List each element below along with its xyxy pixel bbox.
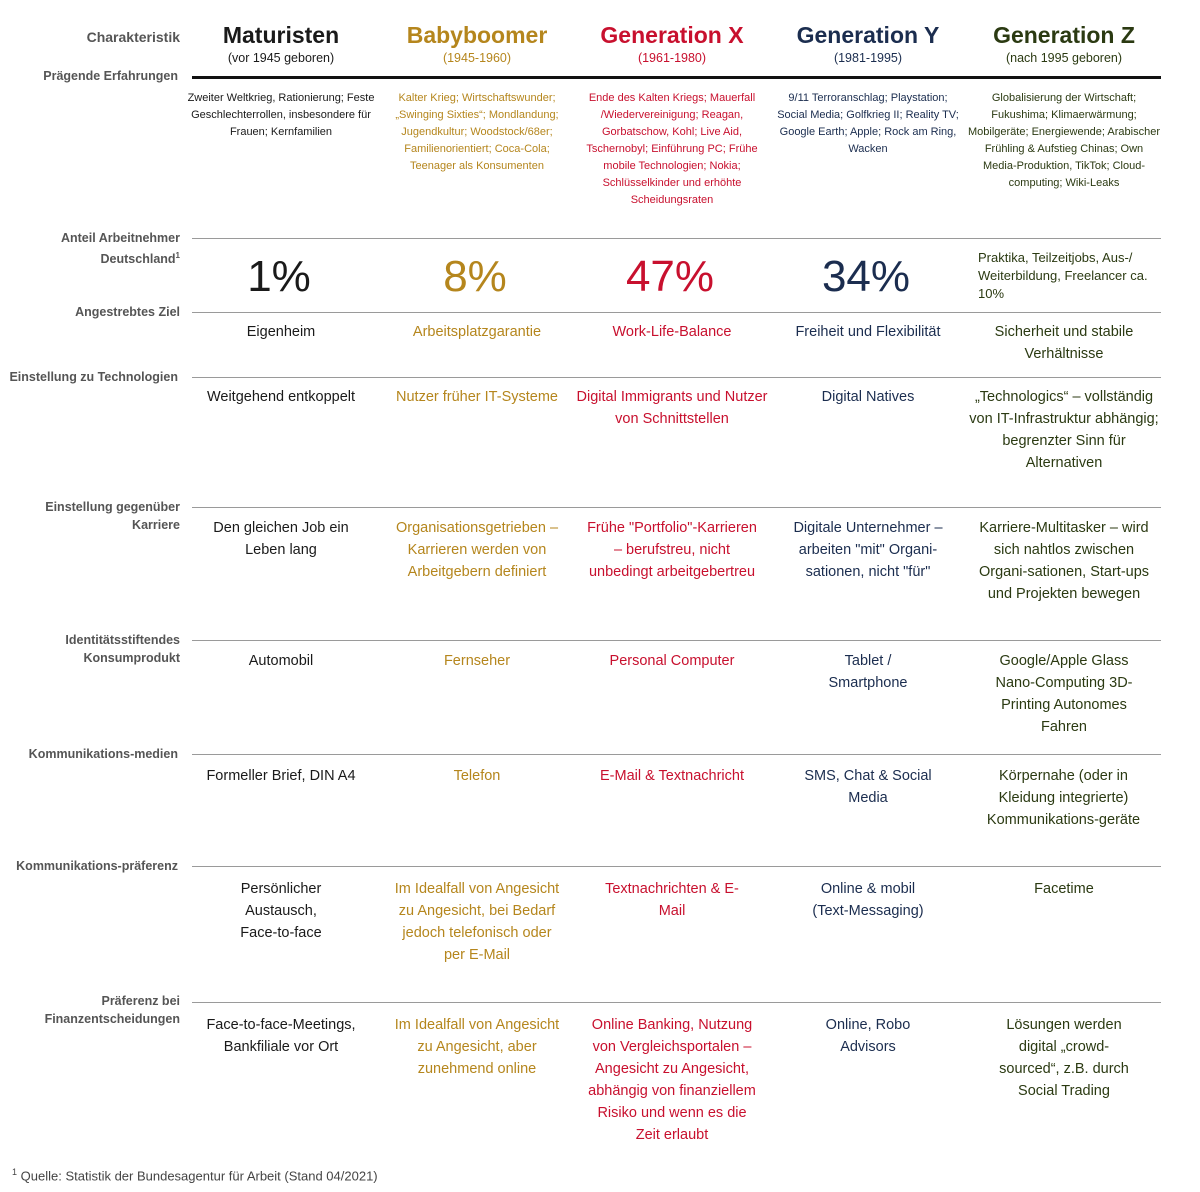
cell-konsumprodukt-generation-y: Tablet / Smartphone (828, 653, 908, 691)
cell-finanzen-babyboomer: Im Idealfall von Angesicht zu Angesicht,… (394, 1017, 560, 1077)
cell-karriere-generation-y: Digitale Unternehmer – arbeiten "mit" Or… (793, 520, 943, 580)
cell-anteil-babyboomer: 8% (443, 252, 507, 301)
cell-erfahrungen-generation-z: Globalisierung der Wirtschaft; Fukushima… (968, 92, 1161, 189)
cell-karriere-generation-x: Frühe "Portfolio"-Karrieren – berufstreu… (587, 520, 757, 580)
cell-technologien-generation-x: Digital Immigrants und Nutzer von Schnit… (576, 389, 768, 427)
gen-name-babyboomer: Babyboomer (406, 22, 548, 48)
cell-finanzen-generation-x: Online Banking, Nutzung von Vergleichspo… (588, 1017, 756, 1143)
cell-finanzen-maturisten: Face-to-face-Meetings, Bankfiliale vor O… (206, 1017, 356, 1055)
row-label-konsumprodukt: Identitätsstiftendes Konsumprodukt (65, 633, 180, 665)
row-divider (192, 866, 1161, 867)
cell-karriere-generation-z: Karriere-Multitasker – wird sich nahtlos… (978, 520, 1150, 602)
cell-erfahrungen-maturisten: Zweiter Weltkrieg, Rationierung; Feste G… (187, 92, 375, 138)
cell-praeferenz-generation-z: Facetime (1034, 881, 1094, 897)
cell-medien-generation-x: E-Mail & Textnachricht (600, 768, 744, 784)
cell-erfahrungen-generation-x: Ende des Kalten Kriegs; Mauerfall /Wiede… (586, 92, 758, 206)
cell-technologien-generation-z: „Technologics“ – vollständig von IT-Infr… (969, 389, 1159, 471)
cell-ziel-generation-z: Sicherheit und stabile Verhältnisse (994, 324, 1134, 362)
row-label-erfahrungen: Prägende Erfahrungen (43, 69, 178, 83)
row-divider (192, 1002, 1161, 1003)
gen-name-generation-x: Generation X (600, 22, 744, 48)
cell-finanzen-generation-y: Online, Robo Advisors (825, 1017, 911, 1055)
gen-years-generation-y: (1981-1995) (833, 51, 903, 65)
cell-anteil-generation-z-note: Praktika, Teilzeitjobs, Aus-/ Weiterbild… (978, 250, 1148, 301)
gen-name-maturisten: Maturisten (222, 22, 340, 48)
cell-konsumprodukt-babyboomer: Fernseher (443, 653, 511, 669)
cell-anteil-generation-x: 47% (625, 252, 715, 301)
cell-praeferenz-generation-y: Online & mobil (Text-Messaging) (812, 881, 924, 919)
cell-karriere-babyboomer: Organisationsgetrieben – Karrieren werde… (395, 520, 559, 580)
row-divider (192, 507, 1161, 508)
row-divider (192, 754, 1161, 755)
gen-years-generation-x: (1961-1980) (637, 51, 707, 65)
header-label: Charakteristik (86, 29, 180, 45)
header-divider (192, 76, 1161, 79)
cell-anteil-maturisten: 1% (247, 252, 311, 301)
row-label-medien: Kommunikations-medien (28, 747, 178, 761)
cell-konsumprodukt-generation-z: Google/Apple Glass Nano-Computing 3D-Pri… (995, 653, 1133, 735)
gen-name-generation-z: Generation Z (993, 22, 1135, 48)
row-label-praeferenz: Kommunikations-präferenz (16, 859, 178, 873)
row-label-technologien: Einstellung zu Technologien (9, 370, 178, 384)
cell-konsumprodukt-generation-x: Personal Computer (609, 653, 735, 669)
cell-erfahrungen-generation-y: 9/11 Terroranschlag; Playstation; Social… (777, 92, 959, 155)
gen-years-maturisten: (vor 1945 geboren) (227, 51, 335, 65)
cell-praeferenz-generation-x: Textnachrichten & E-Mail (605, 881, 739, 919)
row-label-ziel: Angestrebtes Ziel (75, 305, 180, 319)
gen-name-generation-y: Generation Y (796, 22, 940, 48)
cell-technologien-generation-y: Digital Natives (821, 389, 915, 405)
cell-ziel-babyboomer: Arbeitsplatzgarantie (412, 324, 542, 340)
cell-ziel-generation-y: Freiheit und Flexibilität (795, 324, 941, 340)
cell-finanzen-generation-z: Lösungen werden digital „crowd-sourced“,… (999, 1017, 1129, 1099)
row-divider (192, 377, 1161, 378)
cell-medien-babyboomer: Telefon (453, 768, 501, 784)
gen-years-generation-z: (nach 1995 geboren) (1005, 51, 1123, 65)
row-divider (192, 238, 1161, 239)
cell-ziel-generation-x: Work-Life-Balance (612, 324, 732, 340)
row-label-finanzen: Präferenz bei Finanzentscheidungen (44, 994, 180, 1026)
cell-medien-maturisten: Formeller Brief, DIN A4 (206, 768, 356, 784)
footnote: 1 Quelle: Statistik der Bundesagentur fü… (12, 1167, 378, 1184)
cell-erfahrungen-babyboomer: Kalter Krieg; Wirtschaftswunder; „Swingi… (395, 92, 559, 172)
cell-ziel-maturisten: Eigenheim (246, 324, 316, 340)
cell-medien-generation-y: SMS, Chat & Social Media (804, 768, 932, 806)
cell-medien-generation-z: Körpernahe (oder in Kleidung integrierte… (986, 768, 1141, 828)
row-label-anteil: Anteil Arbeitnehmer Deutschland1 (60, 231, 180, 267)
cell-praeferenz-babyboomer: Im Idealfall von Angesicht zu Angesicht,… (394, 881, 560, 963)
cell-technologien-maturisten: Weitgehend entkoppelt (206, 389, 356, 405)
cell-praeferenz-maturisten: Persönlicher Austausch, Face-to-face (240, 881, 322, 941)
gen-years-babyboomer: (1945-1960) (442, 51, 512, 65)
cell-anteil-generation-y: 34% (821, 252, 911, 301)
cell-technologien-babyboomer: Nutzer früher IT-Systeme (396, 389, 558, 405)
row-label-karriere: Einstellung gegenüber Karriere (45, 500, 180, 532)
row-divider (192, 640, 1161, 641)
cell-konsumprodukt-maturisten: Automobil (248, 653, 314, 669)
cell-karriere-maturisten: Den gleichen Job ein Leben lang (213, 520, 349, 558)
row-divider (192, 312, 1161, 313)
